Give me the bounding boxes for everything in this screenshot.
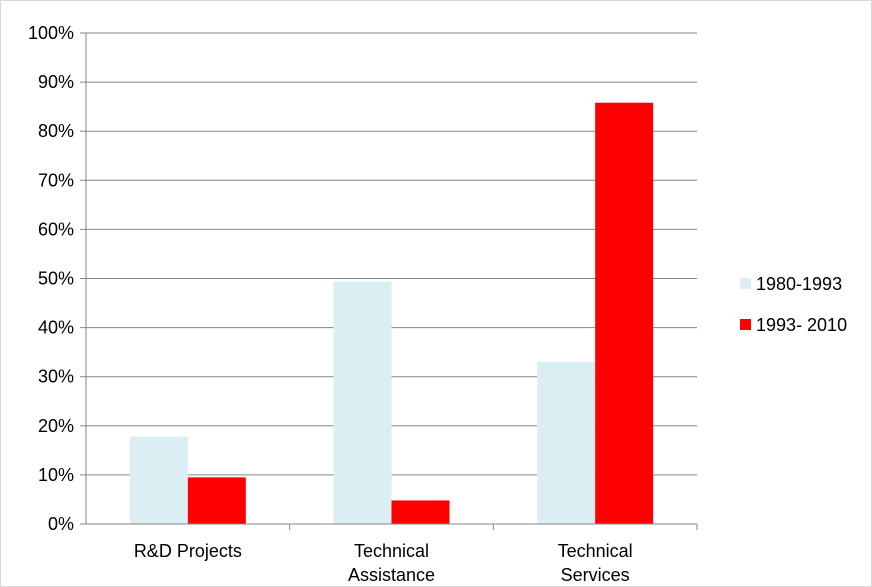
y-tick-label: 90% — [38, 72, 74, 92]
bar — [537, 361, 596, 524]
y-tick-label: 70% — [38, 170, 74, 190]
x-category-label: Technical Assistance — [348, 541, 435, 585]
y-tick-label: 10% — [38, 465, 74, 485]
y-tick-label: 30% — [38, 367, 74, 387]
y-tick-labels: 0% 10% 20% 30% 40% 50% 60% 70% 80% 90% 100% — [28, 23, 74, 534]
bar — [333, 281, 392, 524]
bar — [187, 477, 246, 524]
bar — [391, 500, 450, 524]
y-tick-label: 0% — [48, 514, 74, 534]
legend-swatch — [740, 278, 751, 289]
bar — [129, 436, 188, 524]
y-tick-label: 50% — [38, 269, 74, 289]
legend-label: 1993- 2010 — [756, 315, 847, 335]
y-tick-label: 100% — [28, 23, 74, 43]
y-tick-label: 20% — [38, 416, 74, 436]
y-tick-label: 80% — [38, 121, 74, 141]
legend: 1980-1993 1993- 2010 — [740, 274, 847, 335]
y-tick-label: 40% — [38, 318, 74, 338]
x-category-labels: R&D Projects Technical Assistance Technical… — [134, 541, 633, 585]
bar — [595, 102, 654, 525]
legend-swatch — [740, 319, 751, 330]
x-category-label: Technical Services — [558, 541, 633, 585]
y-tick-label: 60% — [38, 219, 74, 239]
bars — [129, 102, 654, 525]
axes — [80, 32, 698, 530]
legend-label: 1980-1993 — [756, 274, 842, 294]
x-category-label: R&D Projects — [134, 541, 242, 561]
